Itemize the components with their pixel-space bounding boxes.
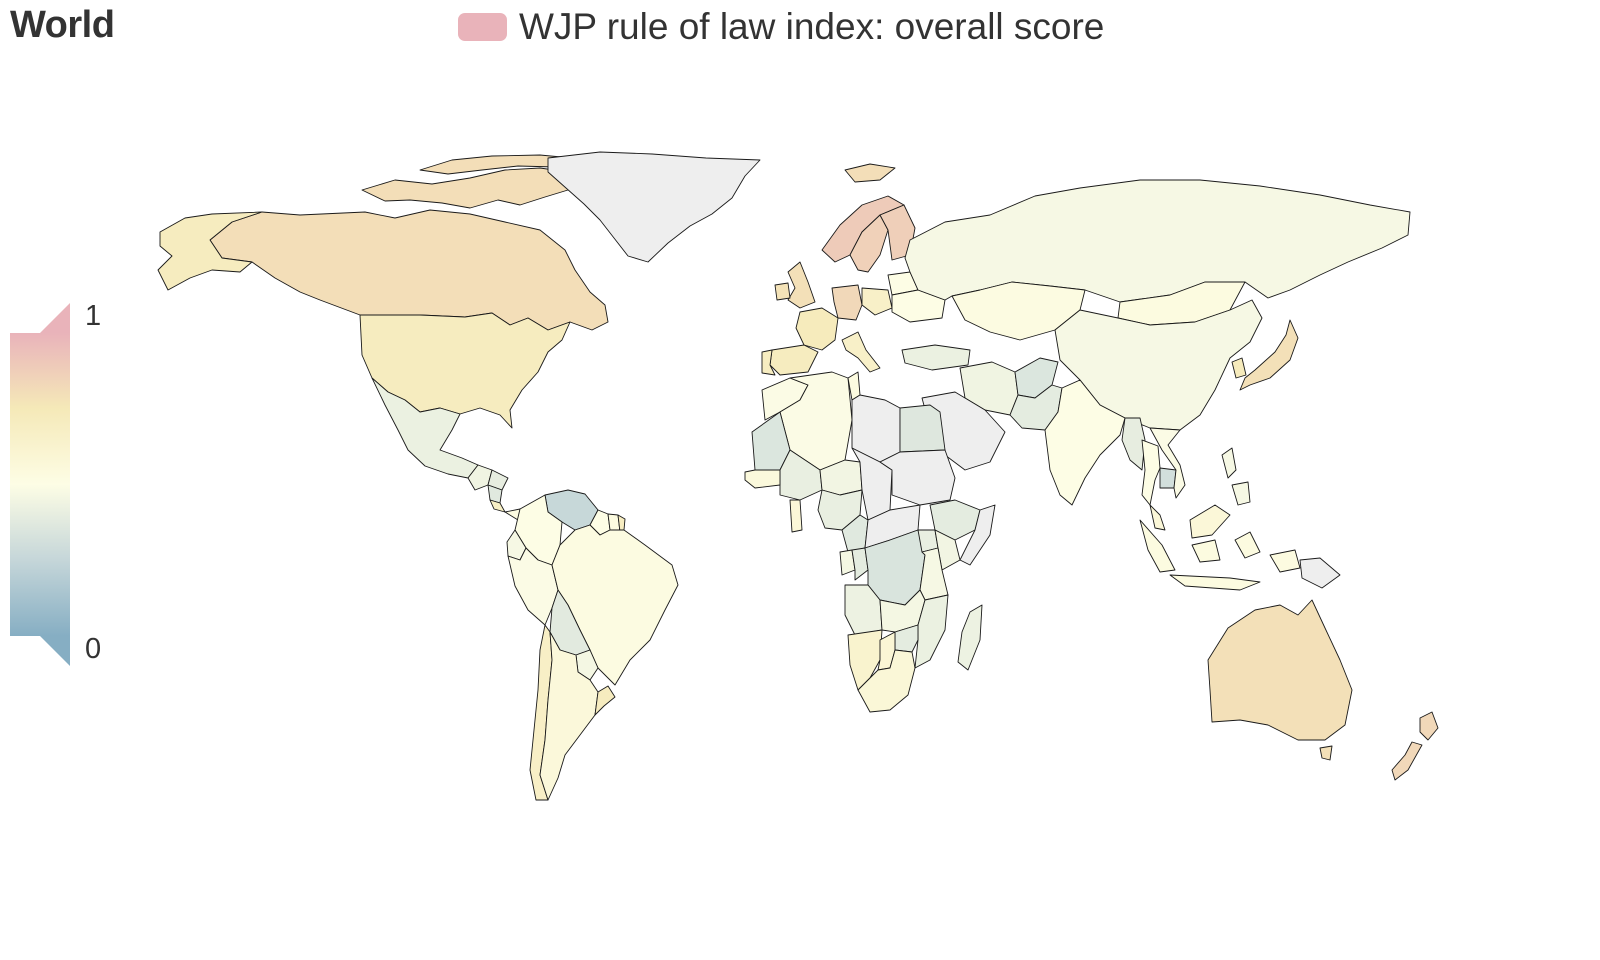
region-costa-rica[interactable] (489, 499, 506, 513)
region-canada[interactable] (209, 209, 609, 331)
legend-label: WJP rule of law index: overall score (519, 6, 1105, 47)
color-scale-bar (10, 333, 70, 636)
region-germany[interactable] (831, 284, 863, 321)
region-iceland[interactable] (844, 163, 896, 183)
region-greenland[interactable] (547, 151, 761, 263)
color-scale: 1 0 (10, 300, 101, 666)
region-madagascar[interactable] (957, 604, 983, 671)
region-canada-islands[interactable] (361, 167, 576, 209)
region-south-africa[interactable] (857, 649, 916, 713)
region-turkey[interactable] (901, 344, 971, 371)
region-ireland[interactable] (774, 282, 791, 301)
region-mexico[interactable] (371, 377, 479, 479)
color-scale-min-label: 0 (85, 633, 101, 665)
region-france[interactable] (795, 307, 839, 351)
region-uruguay[interactable] (594, 685, 616, 716)
region-republic-of-congo[interactable] (851, 547, 869, 581)
region-somalia[interactable] (959, 504, 996, 566)
chart-title: World (10, 4, 115, 46)
region-alaska[interactable] (157, 211, 263, 291)
region-vietnam[interactable] (1149, 427, 1186, 499)
region-myanmar[interactable] (1121, 417, 1146, 471)
region-argentina[interactable] (539, 631, 599, 801)
region-spain[interactable] (769, 344, 819, 376)
region-papua-new-guinea[interactable] (1299, 557, 1341, 589)
region-ghana[interactable] (789, 499, 803, 533)
region-senegal[interactable] (744, 469, 781, 489)
region-portugal[interactable] (761, 349, 776, 376)
region-egypt[interactable] (899, 404, 946, 453)
region-sweden[interactable] (849, 214, 889, 273)
color-scale-min-arrow (10, 636, 70, 666)
region-malaysia[interactable] (1149, 504, 1231, 539)
region-philippines[interactable] (1221, 447, 1251, 506)
color-scale-max-arrow (10, 303, 70, 333)
region-new-zealand[interactable] (1391, 711, 1439, 781)
region-united-kingdom[interactable] (787, 261, 816, 309)
chart-legend[interactable]: WJP rule of law index: overall score (458, 4, 1104, 50)
color-scale-max-label: 1 (85, 300, 101, 332)
country-layer (157, 151, 1439, 801)
region-india[interactable] (1044, 379, 1126, 506)
region-south-korea[interactable] (1231, 357, 1247, 379)
region-kenya[interactable] (934, 529, 961, 571)
region-poland[interactable] (861, 287, 893, 316)
region-russia[interactable] (904, 179, 1411, 303)
region-italy[interactable] (841, 331, 881, 373)
region-cambodia[interactable] (1159, 467, 1177, 489)
region-thailand[interactable] (1141, 439, 1161, 506)
region-australia[interactable] (1207, 599, 1353, 741)
region-japan[interactable] (1239, 319, 1299, 391)
region-indonesia[interactable] (1139, 519, 1301, 591)
legend-swatch (458, 13, 507, 41)
region-tasmania[interactable] (1319, 745, 1333, 761)
